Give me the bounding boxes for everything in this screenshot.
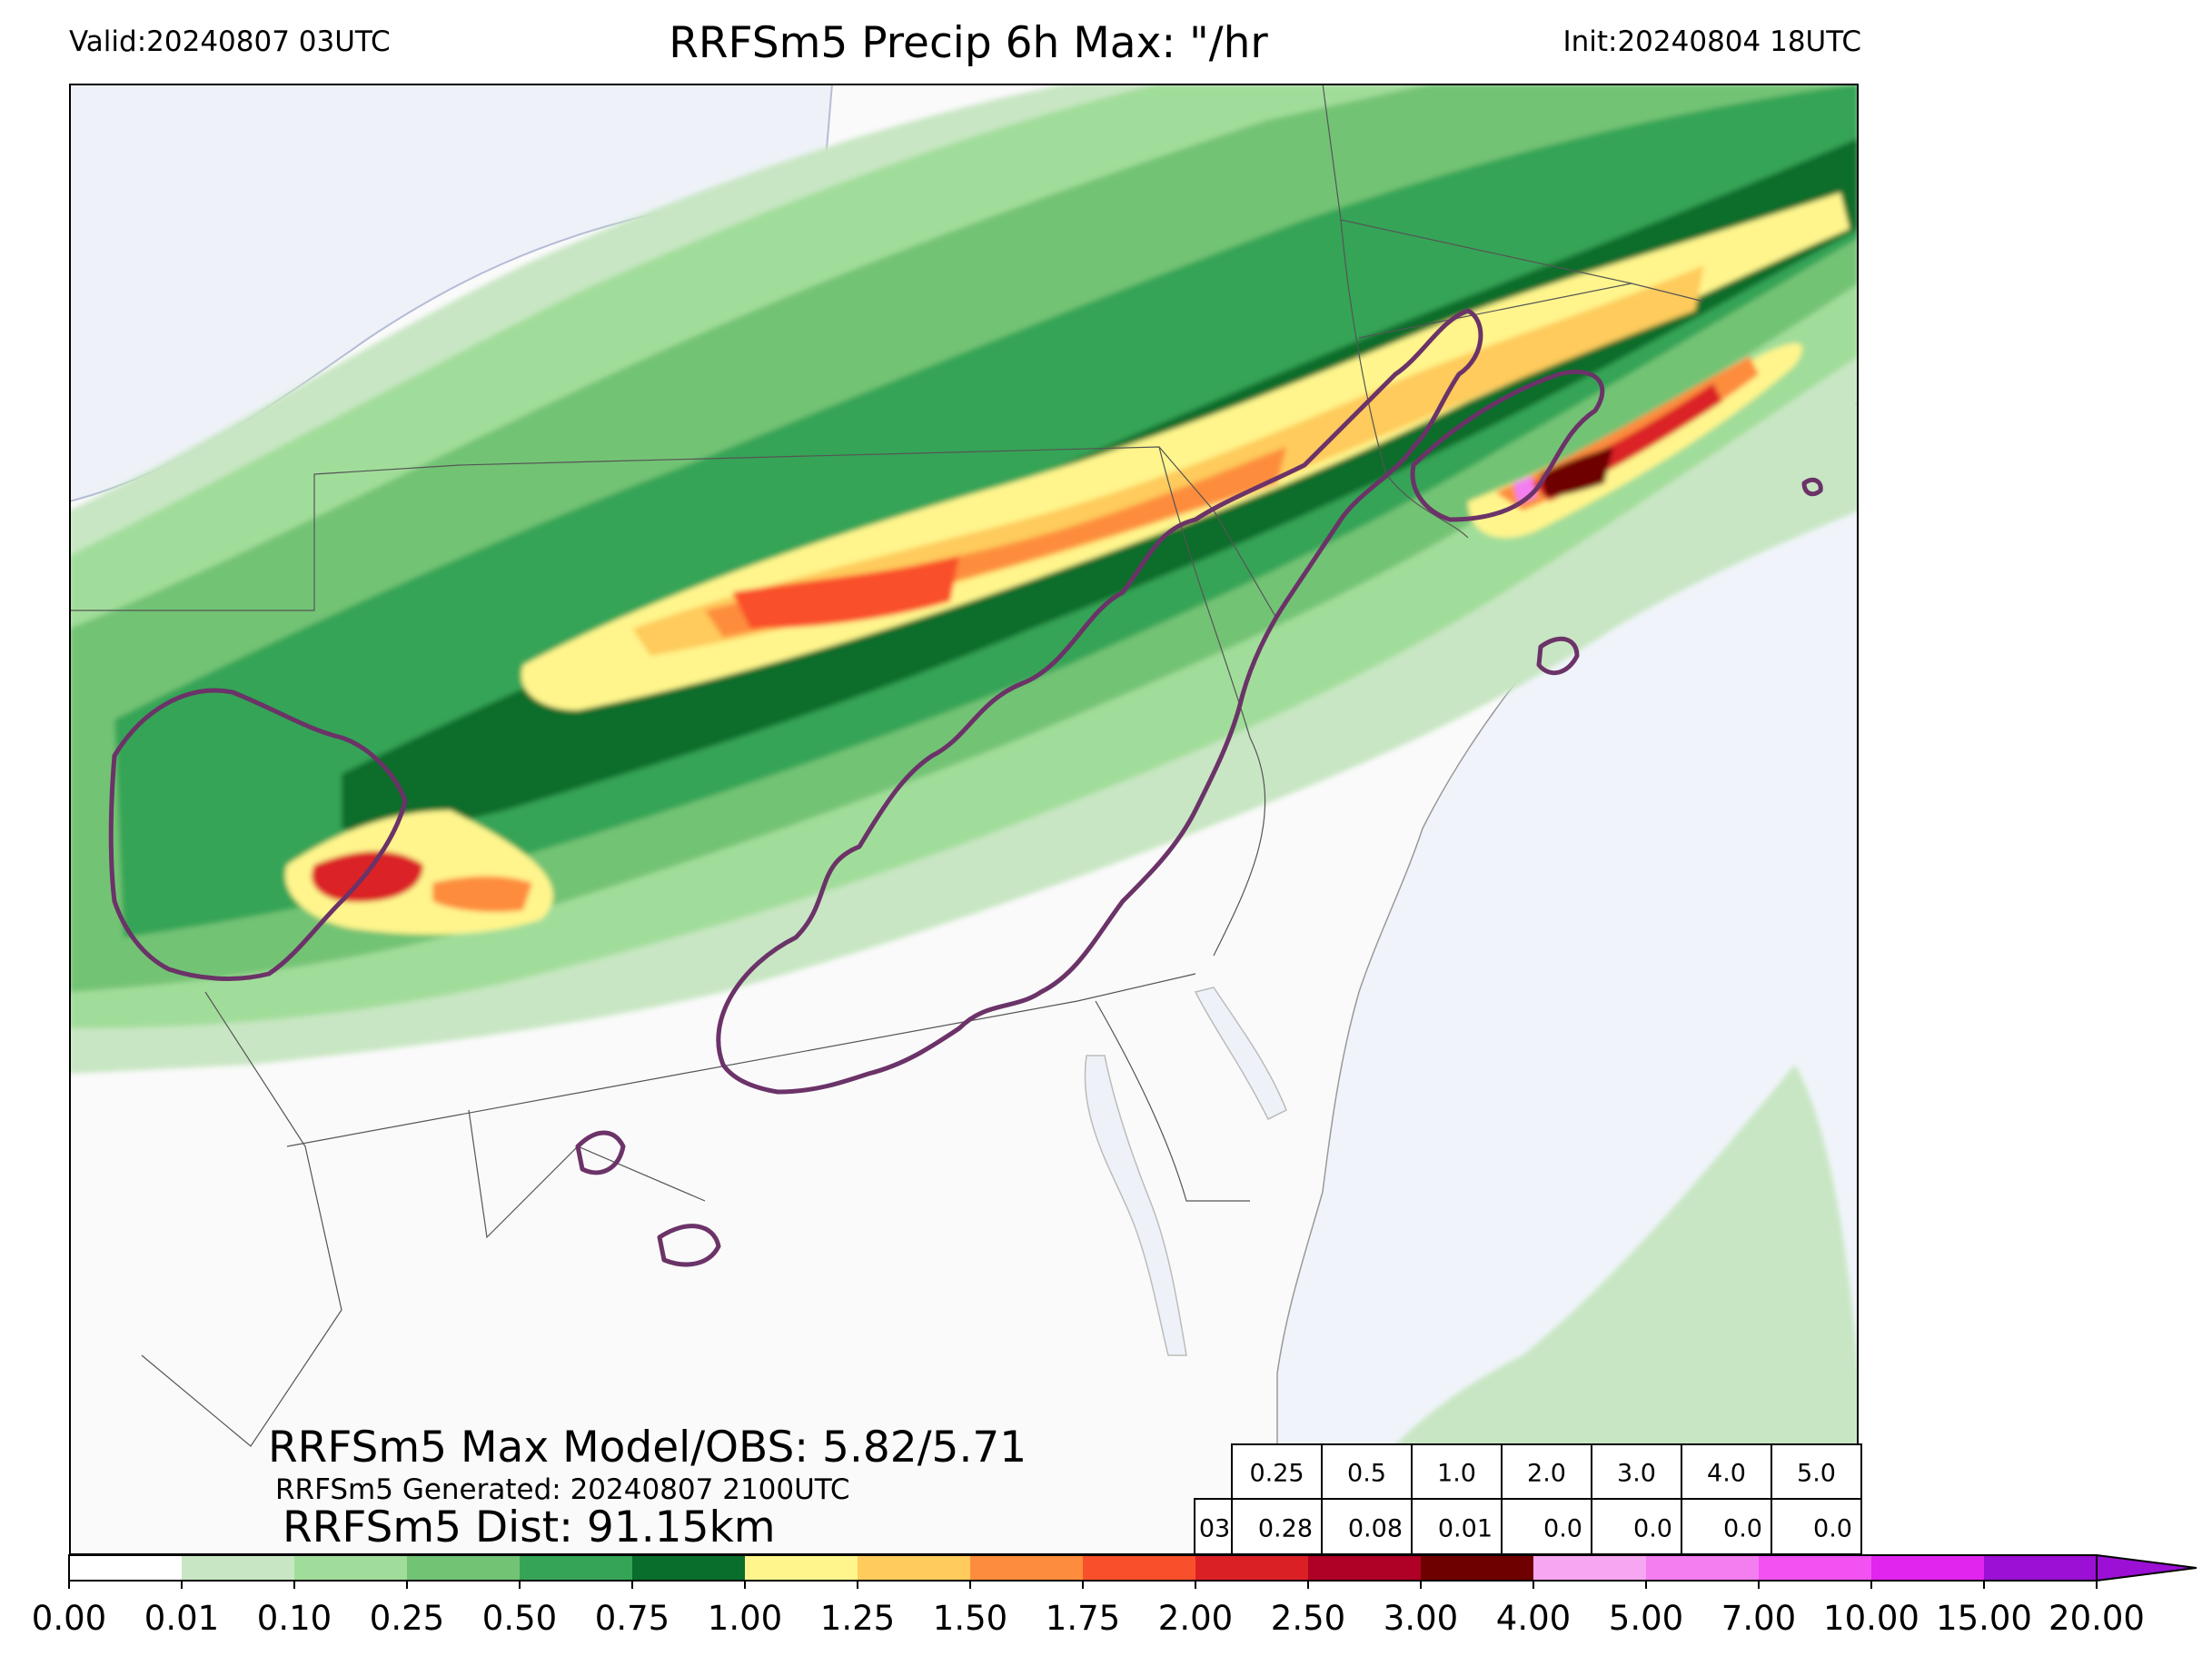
colorbar-tick-label: 4.00 [1495, 1599, 1572, 1638]
colorbar-segment [69, 1555, 182, 1581]
obs-contours [108, 308, 1823, 1267]
colorbar-segment [1871, 1555, 1984, 1581]
obs-contour-main [716, 308, 1483, 1095]
score-value: 0.01 [1438, 1515, 1493, 1543]
value-cell [1321, 1498, 1413, 1554]
colorbar-segment [1195, 1555, 1308, 1581]
colorbar-tick-label: 10.00 [1823, 1599, 1919, 1638]
colorbar-segment [182, 1555, 294, 1581]
border-de [1095, 1000, 1250, 1202]
threshold-table: 0.25 0.5 1.0 2.0 3.0 4.0 5.0 03 0.28 0.08 0.01 0.0 0… [1194, 1443, 1862, 1554]
colorbar-tick-label: 0.01 [144, 1599, 220, 1638]
obs-contour-west [108, 688, 408, 981]
obs-contour-sw2 [657, 1224, 721, 1267]
border-wv-va [141, 991, 342, 1447]
distance-label: RRFSm5 Dist: 91.15km [283, 1502, 776, 1552]
colorbar-tick-label: 5.00 [1608, 1599, 1684, 1638]
colorbar-tick-label: 0.75 [594, 1599, 670, 1638]
colorbar-segment [1533, 1555, 1646, 1581]
colorbar-segment [1759, 1555, 1871, 1581]
score-value: 0.28 [1258, 1515, 1313, 1543]
value-cell [1681, 1498, 1772, 1554]
colorbar-segment [520, 1555, 632, 1581]
chesapeake-bay [1084, 1055, 1187, 1356]
colorbar-tick-label: 0.00 [31, 1599, 107, 1638]
colorbar-tick-label: 2.50 [1270, 1599, 1346, 1638]
init-time-label: Init:20240804 18UTC [1562, 25, 1861, 58]
score-value: 0.0 [1813, 1515, 1852, 1543]
obs-contour-ne [1410, 369, 1605, 522]
valid-time-label: Valid:20240807 03UTC [69, 25, 391, 58]
border-pa-md [286, 973, 1196, 1147]
threshold-value: 4.0 [1707, 1460, 1746, 1488]
colorbar-segment [970, 1555, 1083, 1581]
threshold-value: 0.5 [1347, 1460, 1386, 1488]
threshold-value: 5.0 [1797, 1460, 1836, 1488]
page-title: RRFSm5 Precip 6h Max: "/hr [669, 18, 1268, 68]
colorbar-tick-label: 7.00 [1721, 1599, 1797, 1638]
obs-contour-coast [1536, 636, 1580, 676]
obs-contour-sw1 [575, 1130, 626, 1175]
colorbar-tick-label: 1.50 [932, 1599, 1008, 1638]
score-value: 0.0 [1633, 1515, 1672, 1543]
threshold-value: 0.25 [1249, 1460, 1304, 1488]
threshold-cell [1231, 1443, 1323, 1500]
colorbar-tick-label: 20.00 [2048, 1599, 2145, 1638]
threshold-value: 3.0 [1617, 1460, 1656, 1488]
precip-west-2-00 [311, 851, 423, 902]
delaware-bay [1194, 987, 1287, 1121]
generated-time-label: RRFSm5 Generated: 20240807 2100UTC [275, 1473, 850, 1506]
colorbar-segment [1083, 1555, 1195, 1581]
precip-0-01-ocean [1323, 1065, 1859, 1555]
value-cell [1771, 1498, 1862, 1554]
colorbar-segment [632, 1555, 745, 1581]
precip-1-75 [732, 556, 959, 629]
score-value: 0.08 [1348, 1515, 1403, 1543]
border-pa-nj [1158, 446, 1266, 957]
border-md-va [468, 1109, 706, 1239]
colorbar-segment [1308, 1555, 1421, 1581]
colorbar-segment [1984, 1555, 2097, 1581]
threshold-cell [1501, 1443, 1592, 1500]
colorbar-tick-label: 0.10 [256, 1599, 332, 1638]
colorbar-segment [858, 1555, 970, 1581]
colorbar-tick-label: 3.00 [1383, 1599, 1459, 1638]
colorbar-tick-label: 1.00 [707, 1599, 783, 1638]
score-value: 0.0 [1723, 1515, 1762, 1543]
colorbar [68, 1553, 2197, 1589]
row-label: 03 [1199, 1515, 1230, 1543]
threshold-value: 1.0 [1437, 1460, 1476, 1488]
colorbar-tick-label: 15.00 [1936, 1599, 2032, 1638]
precip-1-25 [632, 265, 1704, 656]
border-ny-ct [1340, 219, 1469, 539]
threshold-cell [1771, 1443, 1862, 1500]
precip-map[interactable] [69, 84, 1859, 1555]
value-cell [1411, 1498, 1503, 1554]
colorbar-segment [294, 1555, 407, 1581]
precip-ne-3-00 [1541, 447, 1613, 497]
colorbar-tick-label: 1.75 [1045, 1599, 1121, 1638]
threshold-value: 2.0 [1527, 1460, 1566, 1488]
threshold-cell [1321, 1443, 1413, 1500]
colorbar-tick-label: 0.50 [481, 1599, 558, 1638]
colorbar-segment [745, 1555, 858, 1581]
obs-contour-island [1801, 477, 1823, 497]
colorbar-segment [1646, 1555, 1759, 1581]
precip-shading [69, 84, 1859, 1555]
colorbar-tick-label: 0.25 [369, 1599, 445, 1638]
max-model-obs-label: RRFSm5 Max Model/OBS: 5.82/5.71 [268, 1423, 1027, 1473]
colorbar-segment [407, 1555, 520, 1581]
colorbar-tick-label: 2.00 [1157, 1599, 1234, 1638]
colorbar-tick-label: 1.25 [819, 1599, 896, 1638]
precip-west-1-50 [432, 876, 532, 912]
colorbar-extend-arrow [2096, 1553, 2197, 1582]
score-value: 0.0 [1543, 1515, 1582, 1543]
border-vt-nh [1322, 84, 1632, 284]
colorbar-segment [1421, 1555, 1533, 1581]
